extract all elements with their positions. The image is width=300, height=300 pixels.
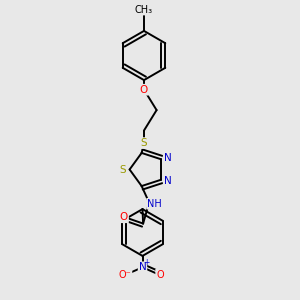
Text: NH: NH: [147, 199, 162, 209]
Text: O: O: [120, 212, 128, 222]
Text: O: O: [156, 269, 164, 280]
Text: O: O: [140, 85, 148, 95]
Text: S: S: [120, 164, 126, 175]
Text: N: N: [164, 153, 172, 163]
Text: S: S: [141, 138, 147, 148]
Text: CH₃: CH₃: [135, 4, 153, 15]
Text: N: N: [139, 262, 146, 272]
Text: +: +: [143, 258, 150, 267]
Text: N: N: [164, 176, 172, 186]
Text: O⁻: O⁻: [119, 269, 131, 280]
